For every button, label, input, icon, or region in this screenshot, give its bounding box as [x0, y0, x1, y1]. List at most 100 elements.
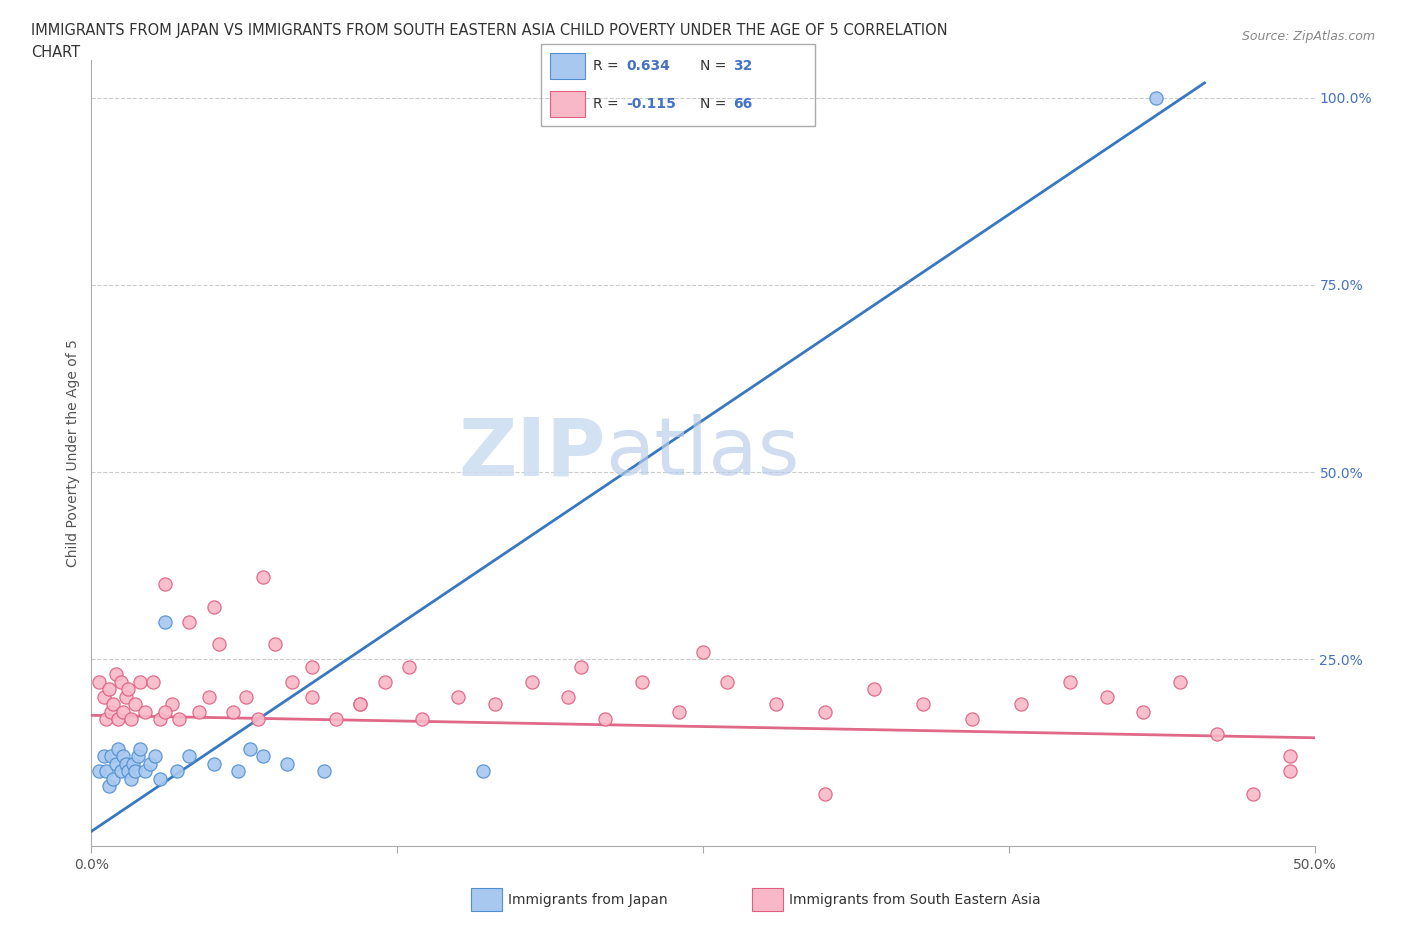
Point	[114, 756, 136, 771]
Point	[93, 749, 115, 764]
Point	[97, 779, 120, 794]
Point	[122, 756, 145, 771]
Point	[87, 674, 110, 689]
Point	[226, 764, 249, 779]
Point	[134, 764, 156, 779]
Point	[312, 764, 335, 779]
Point	[129, 674, 152, 689]
Point	[631, 674, 654, 689]
Point	[104, 667, 127, 682]
Point	[110, 764, 132, 779]
Point	[1010, 697, 1032, 711]
Bar	[550, 91, 585, 117]
Text: atlas: atlas	[605, 415, 800, 492]
Point	[349, 697, 371, 711]
Point	[765, 697, 787, 711]
Point	[104, 756, 127, 771]
Point	[97, 682, 120, 697]
Point	[1059, 674, 1081, 689]
Point	[484, 697, 506, 711]
Point	[398, 659, 420, 674]
Point	[107, 711, 129, 726]
Point	[301, 689, 323, 704]
Point	[124, 697, 146, 711]
Point	[87, 764, 110, 779]
Point	[153, 615, 176, 630]
Point	[447, 689, 470, 704]
Point	[117, 682, 139, 697]
Point	[149, 772, 172, 787]
Point	[100, 704, 122, 719]
Point	[1205, 726, 1227, 741]
Text: IMMIGRANTS FROM JAPAN VS IMMIGRANTS FROM SOUTH EASTERN ASIA CHILD POVERTY UNDER : IMMIGRANTS FROM JAPAN VS IMMIGRANTS FROM…	[31, 23, 948, 38]
Point	[569, 659, 592, 674]
Point	[120, 711, 142, 726]
Point	[94, 764, 117, 779]
Text: R =: R =	[593, 98, 623, 112]
Point	[960, 711, 983, 726]
Point	[557, 689, 579, 704]
Point	[207, 637, 229, 652]
Point	[471, 764, 494, 779]
Point	[124, 764, 146, 779]
Point	[112, 704, 135, 719]
Point	[246, 711, 269, 726]
Point	[103, 697, 125, 711]
Point	[166, 764, 188, 779]
Point	[129, 741, 152, 756]
Point	[153, 704, 176, 719]
Point	[143, 749, 166, 764]
Point	[716, 674, 738, 689]
Y-axis label: Child Poverty Under the Age of 5: Child Poverty Under the Age of 5	[66, 339, 80, 567]
Point	[107, 741, 129, 756]
Text: 66: 66	[734, 98, 752, 112]
Point	[411, 711, 433, 726]
Point	[94, 711, 117, 726]
Point	[1168, 674, 1191, 689]
Point	[110, 674, 132, 689]
Point	[100, 749, 122, 764]
Text: 32: 32	[734, 59, 752, 73]
Point	[198, 689, 221, 704]
Point	[127, 749, 149, 764]
Point	[153, 577, 176, 591]
Point	[276, 756, 298, 771]
Point	[281, 674, 304, 689]
Point	[202, 756, 225, 771]
Point	[264, 637, 287, 652]
Point	[814, 787, 837, 802]
Point	[863, 682, 886, 697]
Point	[520, 674, 543, 689]
Point	[1095, 689, 1118, 704]
Point	[1132, 704, 1154, 719]
Point	[222, 704, 245, 719]
Point	[179, 615, 201, 630]
Point	[374, 674, 396, 689]
Point	[325, 711, 347, 726]
Point	[1279, 749, 1302, 764]
Point	[252, 749, 274, 764]
Point	[139, 756, 162, 771]
Point	[239, 741, 262, 756]
Point	[117, 764, 139, 779]
Point	[149, 711, 172, 726]
Point	[814, 704, 837, 719]
Point	[1144, 90, 1167, 105]
Point	[912, 697, 935, 711]
Text: Immigrants from South Eastern Asia: Immigrants from South Eastern Asia	[789, 893, 1040, 908]
Point	[1279, 764, 1302, 779]
Text: CHART: CHART	[31, 45, 80, 60]
Point	[114, 689, 136, 704]
Text: ZIP: ZIP	[458, 415, 605, 492]
Point	[202, 599, 225, 614]
Point	[668, 704, 690, 719]
Point	[160, 697, 183, 711]
Point	[301, 659, 323, 674]
Point	[120, 772, 142, 787]
Text: N =: N =	[700, 98, 731, 112]
Point	[593, 711, 616, 726]
Text: Immigrants from Japan: Immigrants from Japan	[508, 893, 668, 908]
Point	[134, 704, 156, 719]
Point	[349, 697, 371, 711]
Point	[103, 772, 125, 787]
